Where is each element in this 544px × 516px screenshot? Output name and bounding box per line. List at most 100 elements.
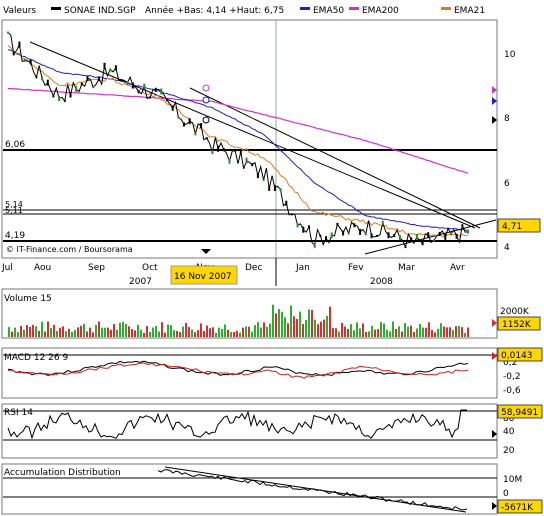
volume-bar	[401, 331, 403, 337]
volume-bar	[101, 327, 103, 337]
price-candle	[256, 173, 259, 179]
ad-last-value: -5671K	[501, 503, 534, 513]
volume-bar	[320, 321, 322, 337]
legend-ema50: EMA50	[313, 6, 344, 16]
volume-bar	[317, 324, 319, 337]
price-candle	[217, 145, 220, 152]
legend-range: Année +Bas: 4,14 +Haut: 6,75	[145, 5, 284, 16]
macd-panel	[1, 347, 498, 399]
volume-bar	[437, 328, 439, 337]
volume-bar	[50, 328, 52, 337]
volume-bar	[374, 329, 376, 337]
legend: Valeurs SONAE IND.SGP Année +Bas: 4,14 +…	[3, 5, 485, 16]
volume-bar	[428, 322, 430, 337]
price-candle	[319, 234, 322, 237]
price-candle	[308, 225, 310, 229]
volume-bar	[239, 332, 241, 337]
volume-bar	[80, 325, 82, 337]
series-ema21-line	[7, 45, 469, 238]
volume-bar	[176, 331, 178, 337]
volume-last-value: 1152K	[502, 320, 532, 330]
volume-bar	[461, 327, 463, 337]
volume-bar	[47, 321, 49, 337]
selected-date-badge[interactable]	[170, 265, 238, 285]
price-candle	[404, 246, 407, 248]
price-candle	[63, 99, 66, 102]
volume-bar	[221, 328, 223, 337]
volume-bar	[212, 327, 214, 337]
volume-bar	[38, 330, 40, 337]
price-candle	[69, 93, 72, 98]
price-candle	[381, 220, 384, 225]
volume-bar	[284, 317, 286, 337]
volume-bar	[260, 327, 262, 337]
price-candle	[154, 87, 157, 92]
price-candle	[200, 123, 203, 129]
selected-date-label: 16 Nov 2007	[174, 272, 232, 282]
month-label-mar: Mar	[398, 263, 415, 273]
volume-bar	[467, 327, 469, 337]
level-label-606: 6,06	[5, 140, 25, 150]
volume-bar	[152, 327, 154, 337]
volume-bar	[353, 330, 355, 337]
price-candle	[285, 200, 288, 206]
credit-text: © IT-Finance.com / Boursorama	[6, 245, 133, 254]
price-candle	[387, 232, 390, 239]
price-candle	[455, 233, 458, 239]
legend-ema200: EMA200	[362, 6, 399, 16]
volume-bar	[329, 306, 331, 337]
price-candle	[432, 239, 435, 242]
volume-bar	[308, 309, 310, 337]
volume-bar	[443, 326, 445, 337]
price-candle	[450, 232, 452, 236]
volume-bar	[74, 330, 76, 337]
volume-bar	[209, 328, 211, 337]
rsi-last-badge	[497, 404, 543, 419]
volume-bar	[338, 331, 340, 337]
volume-bar	[56, 331, 58, 337]
legend-swatch-ema21	[441, 7, 451, 10]
volume-bar	[278, 309, 280, 337]
macd-last-value: 0,0143	[501, 351, 533, 361]
price-candle	[171, 105, 174, 111]
volume-bar	[206, 325, 208, 337]
price-candle	[398, 235, 401, 241]
volume-bar	[191, 329, 193, 337]
month-label-jan: Jan	[295, 263, 310, 273]
volume-bar	[383, 323, 385, 337]
price-tick-6: 6	[504, 179, 510, 189]
volume-bar	[149, 331, 151, 337]
price-candle	[268, 186, 271, 191]
volume-bar	[242, 327, 244, 337]
price-candle	[160, 88, 163, 95]
volume-bar	[392, 321, 394, 337]
volume-bar	[104, 327, 106, 337]
price-candle	[336, 222, 339, 226]
price-candle	[359, 228, 362, 235]
price-candle	[126, 80, 129, 85]
volume-bar	[164, 332, 166, 337]
price-candle	[273, 185, 276, 191]
volume-bar	[458, 326, 460, 337]
price-candle	[7, 31, 9, 34]
month-label-aou: Aou	[34, 263, 51, 273]
volume-bar	[20, 325, 22, 337]
volume-bar	[179, 332, 181, 337]
legend-swatch-ema200	[349, 7, 359, 10]
price-candle	[245, 157, 248, 164]
legend-title: Valeurs	[3, 6, 36, 16]
month-label-oct: Oct	[142, 263, 158, 273]
rsi-last-value: 58,9491	[501, 408, 538, 418]
volume-bar	[272, 304, 274, 337]
price-candle	[325, 236, 327, 241]
price-candle	[103, 62, 106, 69]
price-candle	[97, 77, 100, 81]
macd-title: MACD 12 26 9	[4, 353, 68, 363]
volume-bar	[173, 330, 175, 337]
price-candle	[137, 90, 140, 94]
price-candle	[177, 116, 180, 119]
volume-bar	[413, 332, 415, 337]
volume-bar	[296, 319, 298, 337]
ad-tick-10m: 10M	[503, 475, 522, 485]
rsi-tick-40: 40	[503, 427, 515, 437]
